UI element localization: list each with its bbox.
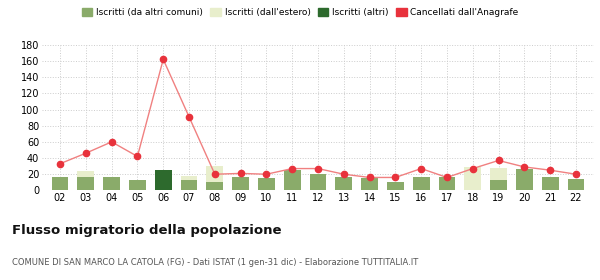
Bar — [413, 178, 430, 190]
Bar — [77, 177, 94, 190]
Bar — [568, 179, 584, 190]
Bar — [103, 177, 120, 190]
Bar — [155, 170, 172, 190]
Bar — [206, 166, 223, 182]
Text: COMUNE DI SAN MARCO LA CATOLA (FG) - Dati ISTAT (1 gen-31 dic) - Elaborazione TU: COMUNE DI SAN MARCO LA CATOLA (FG) - Dat… — [12, 258, 418, 267]
Bar — [206, 182, 223, 190]
Bar — [232, 178, 249, 190]
Bar — [52, 177, 68, 190]
Legend: Iscritti (da altri comuni), Iscritti (dall'estero), Iscritti (altri), Cancellati: Iscritti (da altri comuni), Iscritti (da… — [78, 4, 522, 21]
Bar — [542, 177, 559, 190]
Bar — [490, 180, 507, 190]
Bar — [181, 180, 197, 190]
Bar — [335, 177, 352, 190]
Bar — [516, 169, 533, 190]
Bar — [310, 174, 326, 190]
Bar — [129, 180, 146, 190]
Bar — [387, 181, 404, 190]
Bar — [464, 167, 481, 190]
Bar — [284, 170, 301, 190]
Text: Flusso migratorio della popolazione: Flusso migratorio della popolazione — [12, 224, 281, 237]
Bar — [490, 168, 507, 180]
Bar — [181, 176, 197, 180]
Bar — [361, 178, 378, 190]
Bar — [439, 178, 455, 190]
Bar — [258, 178, 275, 190]
Bar — [77, 171, 94, 177]
